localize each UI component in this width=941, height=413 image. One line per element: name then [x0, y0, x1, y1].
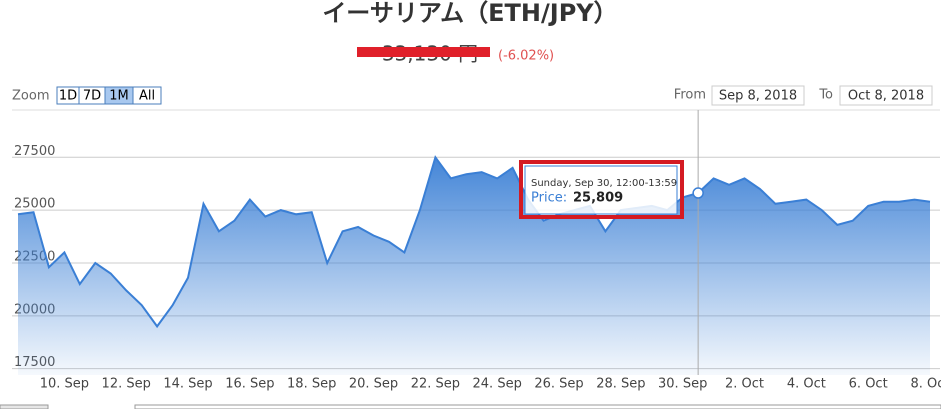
tooltip-label: Price:	[531, 191, 567, 206]
x-tick-label: 18. Sep	[287, 377, 336, 392]
from-label: From	[674, 88, 706, 103]
change: (-6.02%)	[498, 49, 554, 64]
hover-point	[692, 187, 704, 199]
to-label: To	[818, 88, 833, 103]
x-tick-label: 2. Oct	[725, 377, 764, 392]
x-tick-label: 16. Sep	[225, 377, 274, 392]
y-tick-label: 27500	[14, 144, 55, 159]
line	[17, 155, 931, 329]
tooltip	[524, 165, 678, 215]
x-tick-label: 30. Sep	[658, 377, 707, 392]
tooltip-highlight	[519, 160, 684, 219]
from-input[interactable]	[711, 85, 805, 106]
redaction	[357, 47, 490, 57]
x-tick-label: 14. Sep	[163, 377, 212, 392]
tooltip-value: 25,809	[573, 191, 623, 206]
navigator-track[interactable]	[134, 404, 941, 410]
title: イーサリアム（ETH/JPY）	[322, 0, 617, 27]
to-date: Oct 8, 2018	[848, 89, 924, 104]
x-tick-label: 8. Oct	[910, 377, 941, 392]
x-tick-label: 4. Oct	[787, 377, 826, 392]
x-tick-label: 28. Sep	[596, 377, 645, 392]
x-tick-label: 6. Oct	[849, 377, 888, 392]
x-tick-label: 26. Sep	[534, 377, 583, 392]
x-tick-label: 12. Sep	[102, 377, 151, 392]
area	[18, 157, 930, 375]
x-tick-label: 24. Sep	[473, 377, 522, 392]
zoom-button-label: All	[139, 89, 155, 104]
tooltip-header: Sunday, Sep 30, 12:00-13:59	[531, 178, 677, 189]
zoom-button-label: 1D	[59, 89, 77, 104]
zoom-button-label: 1M	[109, 89, 129, 104]
zoom-button[interactable]	[132, 86, 162, 105]
x-tick-label: 20. Sep	[349, 377, 398, 392]
x-tick-label: 10. Sep	[40, 377, 89, 392]
x-tick-label: 22. Sep	[411, 377, 460, 392]
navigator[interactable]	[0, 404, 49, 410]
zoom-label: Zoom	[12, 89, 49, 104]
y-tick-label: 25000	[14, 197, 55, 212]
to-input[interactable]	[839, 85, 933, 106]
from-date: Sep 8, 2018	[719, 89, 797, 104]
zoom-button-label: 7D	[83, 89, 101, 104]
